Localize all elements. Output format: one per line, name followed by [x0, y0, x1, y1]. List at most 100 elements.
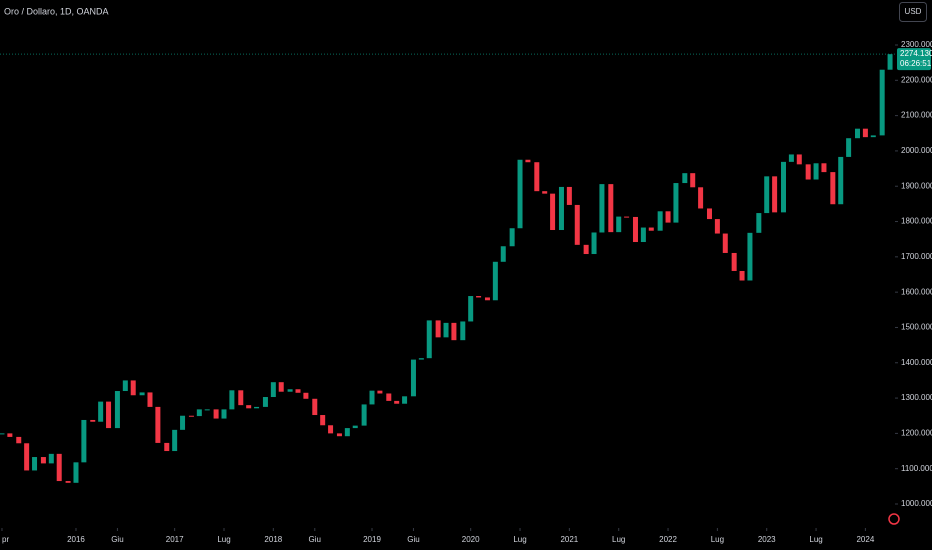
- candle: [648, 227, 654, 231]
- candle: [879, 69, 885, 136]
- candle: [262, 397, 268, 407]
- event-icon[interactable]: [888, 513, 900, 525]
- candle: [706, 208, 712, 220]
- candle: [410, 359, 416, 397]
- x-tick-label: Giu: [111, 535, 123, 544]
- candle: [796, 154, 802, 165]
- candle: [0, 433, 5, 435]
- candle: [714, 219, 720, 234]
- candle: [352, 425, 358, 429]
- y-tick-label: 1900.000: [901, 181, 932, 190]
- candle: [451, 322, 457, 341]
- candle: [632, 216, 638, 243]
- candle: [369, 390, 375, 405]
- chart-title: Oro / Dollaro, 1D, OANDA: [4, 6, 109, 16]
- candle: [328, 425, 334, 434]
- candle: [394, 400, 400, 404]
- x-tick-label: 2020: [462, 535, 480, 544]
- currency-button[interactable]: [899, 2, 927, 22]
- candle: [147, 392, 153, 407]
- candle: [747, 232, 753, 281]
- candle: [32, 457, 38, 471]
- candle: [139, 392, 145, 396]
- candle: [624, 216, 630, 218]
- candle: [73, 462, 79, 483]
- candle: [303, 392, 309, 399]
- candle: [106, 401, 112, 429]
- candle: [690, 173, 696, 188]
- y-tick-label: 2300.000: [901, 40, 932, 49]
- candle: [682, 173, 688, 184]
- candle: [114, 391, 120, 429]
- candle: [772, 176, 778, 213]
- candle: [813, 163, 819, 180]
- candle: [320, 415, 326, 426]
- candle: [196, 409, 202, 417]
- candle: [24, 443, 30, 471]
- candle: [542, 191, 548, 194]
- last-price-tag: [897, 48, 931, 71]
- candle: [591, 232, 597, 255]
- candle: [155, 406, 161, 443]
- y-tick-label: 1700.000: [901, 252, 932, 261]
- candle: [870, 135, 876, 138]
- y-tick-label: 1000.000: [901, 499, 932, 508]
- candle: [780, 161, 786, 213]
- candle: [566, 186, 572, 205]
- candle: [426, 320, 432, 359]
- currency-label[interactable]: USD: [905, 7, 922, 16]
- candle: [81, 419, 87, 463]
- candle: [608, 184, 614, 233]
- candle: [48, 453, 54, 464]
- candle: [731, 252, 737, 271]
- candle: [616, 216, 622, 233]
- candle: [550, 193, 556, 231]
- candle: [821, 163, 827, 173]
- candle: [65, 481, 71, 483]
- candle: [855, 128, 861, 139]
- x-tick-label: 2024: [856, 535, 874, 544]
- candle: [756, 213, 762, 233]
- x-tick-label: Giu: [407, 535, 419, 544]
- candle: [492, 261, 498, 301]
- candle: [287, 389, 293, 392]
- y-tick-label: 1800.000: [901, 217, 932, 226]
- candle: [278, 382, 284, 392]
- candle: [402, 396, 408, 404]
- candle: [558, 186, 564, 231]
- candle: [246, 405, 252, 409]
- last-price-label: 2274.130: [900, 49, 932, 58]
- candle: [476, 296, 482, 298]
- candle: [204, 409, 210, 411]
- x-tick-label: pr: [2, 535, 9, 544]
- candle: [583, 244, 589, 255]
- x-tick-label: Lug: [809, 535, 822, 544]
- candle: [295, 389, 301, 393]
- x-tick-label: 2019: [363, 535, 381, 544]
- x-tick-label: Giu: [309, 535, 321, 544]
- candle: [238, 390, 244, 406]
- candle: [312, 398, 318, 416]
- candle: [764, 176, 770, 214]
- candle: [172, 429, 178, 452]
- candle: [56, 453, 62, 482]
- candle: [846, 138, 852, 157]
- x-tick-label: 2022: [659, 535, 677, 544]
- x-tick-label: 2018: [264, 535, 282, 544]
- x-tick-label: Lug: [217, 535, 230, 544]
- candle: [229, 390, 235, 410]
- y-tick-label: 1100.000: [901, 464, 932, 473]
- candle: [640, 227, 646, 243]
- x-tick-label: 2023: [758, 535, 776, 544]
- candle: [698, 187, 704, 209]
- x-tick-label: Lug: [513, 535, 526, 544]
- candle: [739, 270, 745, 281]
- candle: [805, 164, 811, 180]
- candle: [838, 156, 844, 205]
- candle: [40, 457, 46, 464]
- y-tick-label: 1300.000: [901, 393, 932, 402]
- x-tick-label: 2017: [166, 535, 184, 544]
- candle: [443, 322, 449, 338]
- candle: [213, 409, 219, 419]
- y-tick-label: 2100.000: [901, 111, 932, 120]
